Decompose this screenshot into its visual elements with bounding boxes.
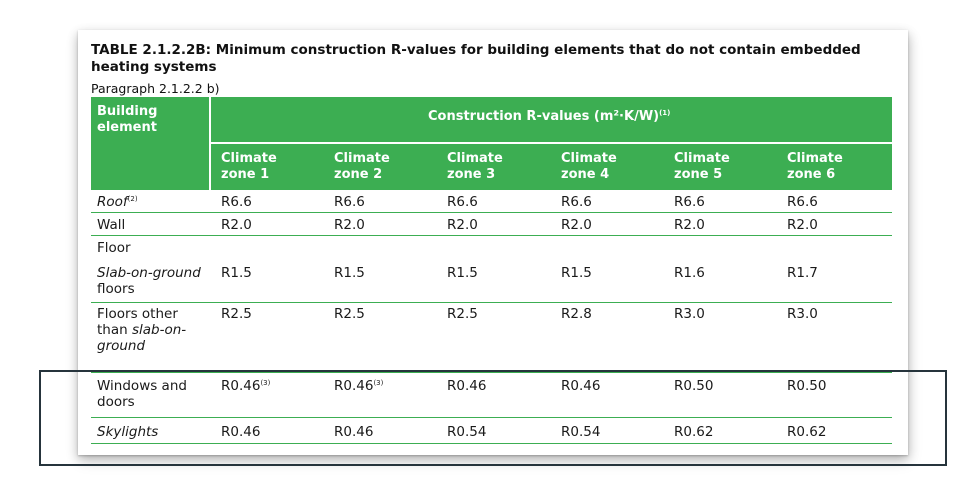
header-construction-r-values: Construction R-values (m²·K/W)(1) — [428, 109, 671, 124]
table-cell: R3.0 — [674, 306, 705, 322]
row-divider — [91, 443, 892, 444]
header-divider-horizontal — [211, 142, 892, 144]
header-climate-zone-6: Climate zone 6 — [787, 151, 843, 182]
table-cell: R2.0 — [334, 217, 365, 233]
table-header: Building element Construction R-values (… — [91, 97, 892, 190]
table-cell: R1.7 — [787, 265, 818, 281]
table-cell: R0.54 — [447, 424, 487, 440]
table-cell: R2.0 — [447, 217, 478, 233]
table-cell: R2.5 — [334, 306, 365, 322]
table-cell: R1.5 — [447, 265, 478, 281]
row-label-slab-on-ground: Slab-on-ground floors — [97, 265, 201, 297]
row-label-floor: Floor — [97, 240, 131, 256]
table-cell: R0.46(3) — [221, 378, 271, 394]
row-label-skylights: Skylights — [97, 424, 159, 440]
table-cell: R6.6 — [674, 194, 705, 210]
row-divider — [91, 417, 892, 418]
table-cell: R2.0 — [561, 217, 592, 233]
table-cell: R6.6 — [221, 194, 252, 210]
table-title: TABLE 2.1.2.2B: Minimum construction R-v… — [91, 42, 891, 76]
table-cell: R0.62 — [674, 424, 714, 440]
table-cell: R2.8 — [561, 306, 592, 322]
row-label-roof: Roof(2) — [97, 194, 138, 210]
highlight-box — [39, 370, 947, 466]
table-cell: R6.6 — [447, 194, 478, 210]
table-cell: R0.54 — [561, 424, 601, 440]
table-cell: R6.6 — [334, 194, 365, 210]
table-cell: R0.46 — [221, 424, 261, 440]
table-cell: R3.0 — [787, 306, 818, 322]
table-cell: R6.6 — [787, 194, 818, 210]
table-cell: R2.0 — [674, 217, 705, 233]
table-cell: R0.46 — [447, 378, 487, 394]
table-cell: R2.5 — [221, 306, 252, 322]
header-climate-zone-2: Climate zone 2 — [334, 151, 390, 182]
row-divider — [91, 235, 892, 236]
row-label-wall: Wall — [97, 217, 126, 233]
table-cell: R0.50 — [674, 378, 714, 394]
table-cell: R6.6 — [561, 194, 592, 210]
row-label-floors-other: Floors other than slab-on- ground — [97, 306, 187, 354]
table-cell: R1.6 — [674, 265, 705, 281]
table-cell: R1.5 — [334, 265, 365, 281]
table-cell: R0.50 — [787, 378, 827, 394]
header-building-element: Building element — [97, 104, 158, 135]
table-cell: R1.5 — [561, 265, 592, 281]
table-cell: R1.5 — [221, 265, 252, 281]
row-divider — [91, 212, 892, 213]
table-cell: R0.46 — [561, 378, 601, 394]
table-cell: R2.0 — [787, 217, 818, 233]
header-climate-zone-1: Climate zone 1 — [221, 151, 277, 182]
table-cell: R0.46 — [334, 424, 374, 440]
header-divider-vertical — [209, 97, 211, 190]
table-cell: R0.62 — [787, 424, 827, 440]
row-label-windows-doors: Windows and doors — [97, 378, 187, 410]
table-caption: Minimum construction R-values for buildi… — [91, 42, 861, 75]
table-number: TABLE 2.1.2.2B: — [91, 42, 212, 58]
header-climate-zone-4: Climate zone 4 — [561, 151, 617, 182]
row-divider — [91, 302, 892, 303]
row-divider — [91, 372, 892, 373]
header-climate-zone-3: Climate zone 3 — [447, 151, 503, 182]
table-cell: R2.0 — [221, 217, 252, 233]
paragraph-reference: Paragraph 2.1.2.2 b) — [91, 81, 220, 96]
table-cell: R0.46(3) — [334, 378, 384, 394]
table-cell: R2.5 — [447, 306, 478, 322]
header-climate-zone-5: Climate zone 5 — [674, 151, 730, 182]
